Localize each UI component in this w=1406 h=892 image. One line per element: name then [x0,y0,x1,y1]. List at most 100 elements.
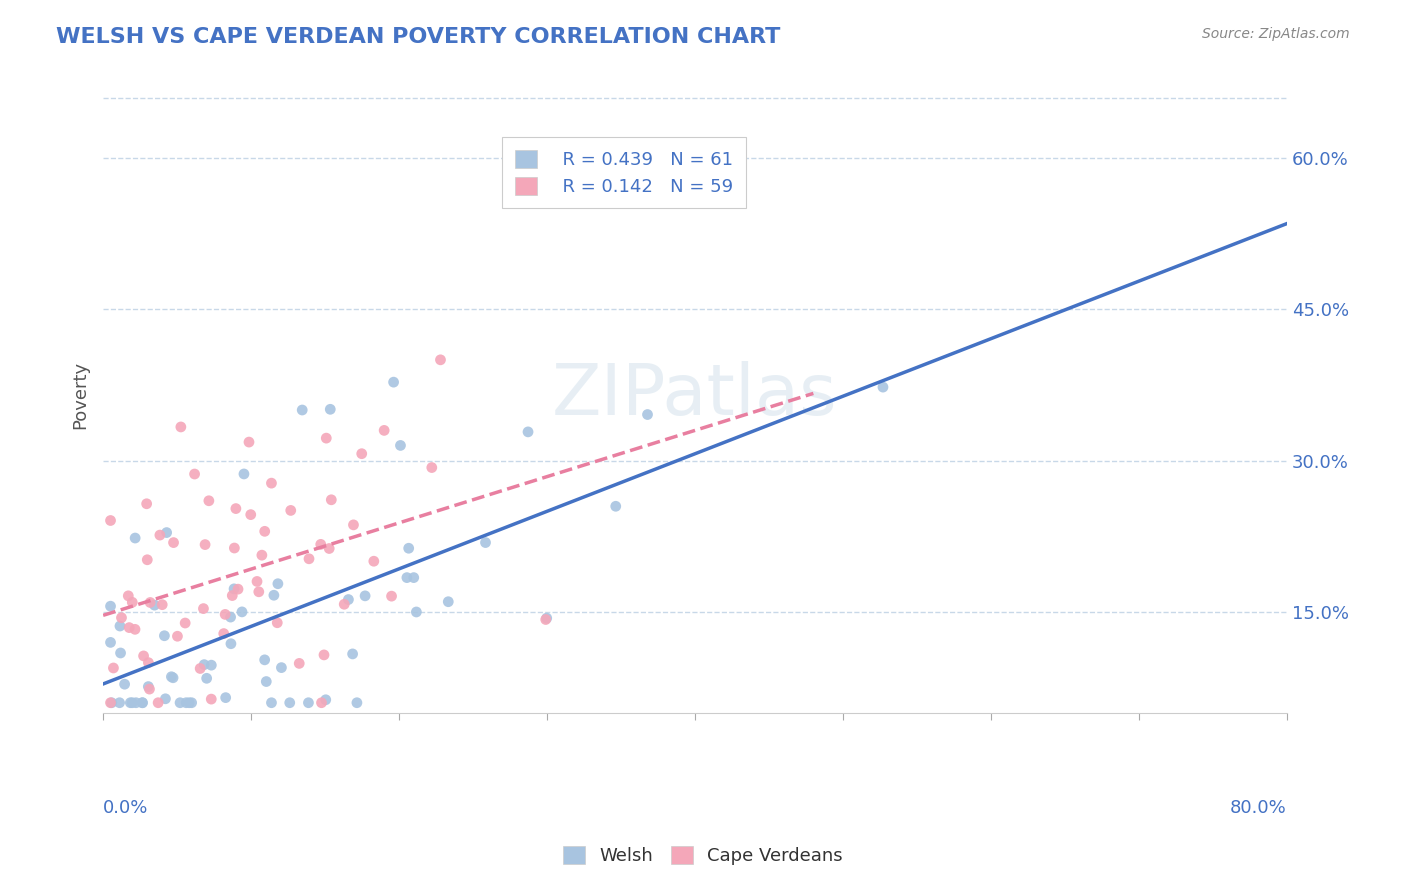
Point [131,696,153,710]
Point [225,501,247,516]
Point [153,629,176,643]
Point [315,431,337,445]
Point [117,589,139,603]
Point [219,610,242,624]
Point [120,696,142,710]
Point [215,690,238,705]
Y-axis label: Poverty: Poverty [72,361,89,429]
Point [200,658,222,673]
Point [266,615,288,630]
Point [318,541,340,556]
Legend:   R = 0.439   N = 61,   R = 0.142   N = 59: R = 0.439 N = 61, R = 0.142 N = 59 [502,137,745,209]
Point [231,605,253,619]
Point [315,692,337,706]
Point [238,435,260,450]
Point [194,538,217,552]
Point [437,595,460,609]
Point [100,696,122,710]
Point [333,597,356,611]
Point [170,420,193,434]
Point [254,674,277,689]
Point [337,592,360,607]
Point [149,528,172,542]
Point [267,576,290,591]
Point [297,696,319,710]
Point [121,696,143,710]
Text: 80.0%: 80.0% [1230,798,1286,816]
Point [312,648,335,662]
Point [162,535,184,549]
Point [517,425,540,439]
Point [118,621,141,635]
Point [174,696,197,710]
Point [872,380,894,394]
Point [250,548,273,562]
Point [136,553,159,567]
Point [311,696,333,710]
Point [278,696,301,710]
Point [247,584,270,599]
Point [100,696,122,710]
Point [350,447,373,461]
Point [253,524,276,539]
Point [124,623,146,637]
Point [233,467,256,481]
Point [200,692,222,706]
Point [100,635,122,649]
Point [131,696,153,710]
Point [298,551,321,566]
Point [270,660,292,674]
Point [183,467,205,481]
Point [121,595,143,609]
Point [146,696,169,710]
Point [188,661,211,675]
Point [169,696,191,710]
Point [150,598,173,612]
Point [280,503,302,517]
Point [346,696,368,710]
Point [138,656,160,670]
Point [288,657,311,671]
Point [162,671,184,685]
Point [219,637,242,651]
Text: Source: ZipAtlas.com: Source: ZipAtlas.com [1202,27,1350,41]
Point [179,696,201,710]
Point [214,607,236,622]
Point [212,626,235,640]
Point [166,629,188,643]
Point [195,671,218,685]
Point [124,531,146,545]
Point [138,682,160,697]
Point [193,601,215,615]
Point [110,611,132,625]
Point [309,537,332,551]
Point [135,497,157,511]
Point [174,615,197,630]
Point [260,696,283,710]
Point [373,424,395,438]
Point [342,517,364,532]
Point [605,500,627,514]
Point [221,589,243,603]
Point [263,588,285,602]
Point [429,352,451,367]
Point [246,574,269,589]
Point [100,514,122,528]
Point [342,647,364,661]
Point [138,680,160,694]
Point [534,613,557,627]
Point [321,492,343,507]
Point [536,611,558,625]
Point [139,595,162,609]
Text: 0.0%: 0.0% [103,798,149,816]
Point [103,661,125,675]
Point [405,605,427,619]
Point [354,589,377,603]
Point [395,571,418,585]
Point [319,402,342,417]
Point [155,691,177,706]
Point [180,696,202,710]
Point [474,535,496,549]
Legend: Welsh, Cape Verdeans: Welsh, Cape Verdeans [554,837,852,874]
Point [380,589,402,603]
